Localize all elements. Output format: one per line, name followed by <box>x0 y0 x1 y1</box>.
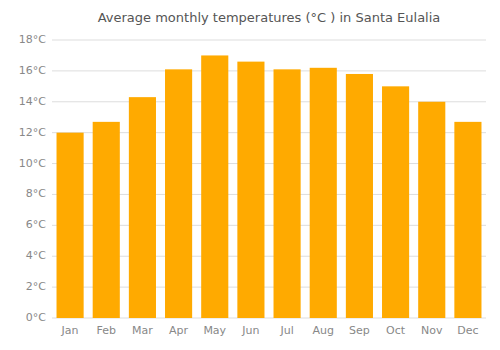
y-tick-label: 16°C <box>19 64 46 77</box>
x-tick-label: Dec <box>457 324 478 337</box>
chart-title: Average monthly temperatures (°C ) in Sa… <box>98 10 441 25</box>
x-tick-label: Jul <box>279 324 293 337</box>
y-tick-label: 18°C <box>19 33 46 46</box>
bar <box>310 68 337 318</box>
y-tick-label: 12°C <box>19 126 46 139</box>
x-axis: Jan Feb Mar Apr May Jun Jul Aug Sep Oct Nov Dec <box>61 324 479 337</box>
y-tick-label: 8°C <box>26 187 46 200</box>
bar <box>57 133 84 318</box>
bar <box>129 97 156 318</box>
grid-line <box>52 40 486 41</box>
bar <box>454 122 481 318</box>
y-tick-label: 6°C <box>26 218 46 231</box>
x-tick-label: Feb <box>97 324 116 337</box>
x-tick-label: Oct <box>386 324 406 337</box>
x-tick-label: Aug <box>313 324 334 337</box>
y-tick-label: 10°C <box>19 157 46 170</box>
y-tick-label: 0°C <box>26 311 46 324</box>
bar <box>346 74 373 318</box>
y-tick-label: 14°C <box>19 95 46 108</box>
x-tick-label: Sep <box>349 324 370 337</box>
bar <box>93 122 120 318</box>
bar <box>201 55 228 318</box>
grid <box>52 40 486 318</box>
x-tick-label: May <box>203 324 226 337</box>
grid-line <box>52 70 486 71</box>
bars <box>57 55 482 318</box>
y-tick-label: 2°C <box>26 280 46 293</box>
y-tick-label: 4°C <box>26 249 46 262</box>
x-tick-label: Nov <box>421 324 443 337</box>
bar <box>382 86 409 318</box>
x-tick-label: Jan <box>61 324 79 337</box>
x-tick-label: Apr <box>169 324 189 337</box>
y-axis: 0°C 2°C 4°C 6°C 8°C 10°C 12°C 14°C 16°C 18°C <box>19 33 46 324</box>
x-tick-label: Mar <box>132 324 153 337</box>
bar <box>274 69 301 318</box>
bar <box>237 62 264 318</box>
bar <box>165 69 192 318</box>
chart-svg: Average monthly temperatures (°C ) in Sa… <box>0 0 500 350</box>
x-tick-label: Jun <box>241 324 259 337</box>
chart-container: Average monthly temperatures (°C ) in Sa… <box>0 0 500 350</box>
bar <box>418 102 445 318</box>
